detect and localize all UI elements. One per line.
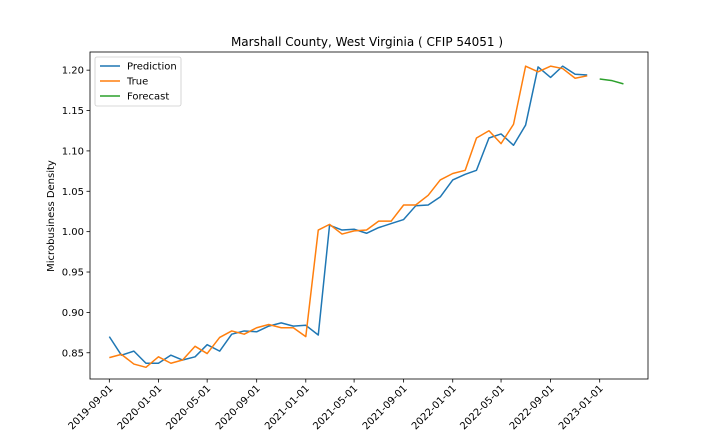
legend-label-prediction: Prediction — [127, 62, 177, 73]
x-tick-label: 2019-09-01 — [67, 383, 116, 432]
series-line-forecast — [599, 78, 624, 85]
legend: Prediction True Forecast — [94, 56, 182, 107]
y-tick-label: 1.20 — [62, 66, 84, 77]
y-tick-label: 0.85 — [62, 348, 84, 359]
x-tick-label: 2020-05-01 — [164, 383, 213, 432]
legend-label-true: True — [126, 77, 148, 88]
chart-title: Marshall County, West Virginia ( CFIP 54… — [231, 35, 503, 49]
y-tick-label: 1.05 — [62, 187, 84, 198]
y-tick-label: 1.00 — [62, 227, 84, 238]
series-line-true — [109, 65, 588, 369]
x-tick-label: 2021-01-01 — [263, 383, 312, 432]
series-line-prediction — [108, 65, 588, 365]
legend-box — [94, 56, 182, 107]
y-tick-label: 1.15 — [62, 106, 84, 117]
x-tick-label: 2023-01-01 — [557, 383, 606, 432]
x-tick-label: 2022-09-01 — [508, 383, 557, 432]
y-tick-label: 1.10 — [62, 146, 84, 157]
x-tick-label: 2022-01-01 — [410, 383, 459, 432]
y-tick-label: 0.90 — [62, 308, 84, 319]
y-tick-label: 0.95 — [62, 268, 84, 279]
x-axis: 2019-09-01 2020-01-01 2020-05-01 2020-09-01… — [67, 379, 606, 432]
y-axis-label: Microbusiness Density — [46, 160, 57, 272]
plot-frame — [89, 51, 649, 380]
x-tick-label: 2021-09-01 — [361, 383, 410, 432]
y-axis: 0.85 0.90 0.95 1.00 1.05 1.10 1.15 1.20 — [62, 66, 90, 359]
x-tick-label: 2020-09-01 — [214, 383, 263, 432]
plot-area — [108, 65, 624, 369]
legend-label-forecast: Forecast — [127, 92, 169, 103]
x-tick-label: 2021-05-01 — [311, 383, 360, 432]
x-tick-label: 2020-01-01 — [116, 383, 165, 432]
x-tick-label: 2022-05-01 — [458, 383, 507, 432]
